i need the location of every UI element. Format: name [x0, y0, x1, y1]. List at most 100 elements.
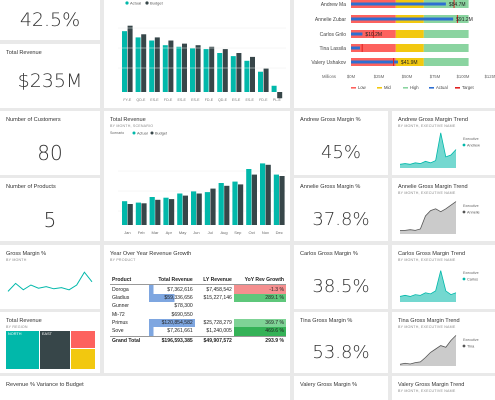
tina-gm-kpi-tile[interactable]: Tina Gross Margin % 53.8%: [294, 312, 388, 373]
product-cell: Doroga: [112, 286, 129, 293]
customers-kpi-value: 80: [37, 141, 63, 165]
total-revenue-kpi-tile[interactable]: Total Revenue $235M: [0, 44, 100, 108]
andrew-gm-kpi-tile[interactable]: Andrew Gross Margin % 45%: [294, 111, 388, 175]
trend-legend-dot: [462, 210, 466, 214]
actual-bar: [163, 197, 169, 225]
bullet-person-name: Valery Ushakov: [311, 60, 346, 66]
revenue-treemap-tile[interactable]: Total Revenue BY REGION NORTH EAST: [0, 312, 100, 373]
trend-line: [399, 132, 457, 165]
budget-bar: [141, 34, 147, 92]
table-row[interactable]: Sove $7,261,661 $1,240,005 469.6 %: [110, 327, 286, 337]
range-mid: [395, 58, 424, 66]
table-row[interactable]: Mi-72 $690,550: [110, 311, 286, 319]
yoy-growth-table: Product Total Revenue LY Revenue YoY Rev Gr…: [110, 276, 286, 345]
bullet-value-label: $84.7M: [449, 2, 466, 8]
andrew-gm-kpi-title: Andrew Gross Margin %: [300, 117, 361, 123]
legend-label: Mid: [384, 85, 391, 90]
carlos-gm-kpi-value: 38.5%: [312, 276, 370, 297]
product-cell: Gunner: [112, 303, 129, 310]
table-row[interactable]: Gladius $59,336,656 $15,227,146 289.1 %: [110, 293, 286, 303]
valery-gm-kpi-title: Valery Gross Margin %: [300, 382, 358, 388]
total-revenue-kpi-value: $235M: [17, 70, 83, 92]
andrew-gm-kpi-value: 45%: [320, 142, 361, 163]
trend-area: [400, 335, 456, 366]
actual-bar: [218, 183, 224, 225]
yoy-growth-cell: [234, 311, 286, 319]
trend-legend-name: Annelie: [467, 211, 480, 215]
trend-area: [400, 270, 456, 302]
range-mid: [395, 44, 424, 52]
table-row[interactable]: Doroga $7,362,616 $7,458,542 -1.3 %: [110, 284, 286, 294]
andrew-trend-chart: Executive Andrew: [399, 132, 480, 168]
annelie-trend-tile[interactable]: Annelie Gross Margin Trend BY MONTH, EXE…: [392, 178, 495, 241]
customers-kpi-tile[interactable]: Number of Customers 80: [0, 111, 100, 175]
annelie-gm-kpi-tile[interactable]: Annelie Gross Margin % 37.8%: [294, 178, 388, 241]
actual-bar: [230, 56, 236, 92]
gross-margin-kpi-tile[interactable]: 42.5%: [0, 0, 100, 40]
x-tick-label: ES-E: [191, 98, 200, 102]
trend-legend-title: Executive: [463, 204, 479, 208]
valery-trend-title: Valery Gross Margin Trend: [398, 382, 465, 388]
total-revenue-cell: $59,336,656: [148, 293, 195, 303]
andrew-trend-tile[interactable]: Andrew Gross Margin Trend BY MONTH, EXEC…: [392, 111, 495, 175]
actual-bar: [177, 193, 183, 225]
ly-revenue-cell: [195, 311, 234, 319]
revenue-by-month-tile[interactable]: Total Revenue BY MONTH, SCENARIO Scenari…: [104, 111, 290, 241]
trend-line: [399, 270, 457, 297]
annelie-trend-chart: Executive Annelie: [400, 201, 480, 234]
carlos-trend-tile[interactable]: Carlos Gross Margin Trend BY MONTH, EXEC…: [392, 245, 495, 309]
top-column-chart-tile[interactable]: Actual Budget FY-E QD-E ES-E FD-E ES-E ES-E FD-E…: [104, 0, 290, 108]
variance-tile[interactable]: Revenue % Variance to Budget: [0, 376, 290, 400]
gm-trend-subtitle: BY MONTH: [6, 258, 27, 262]
budget-bar: [196, 193, 202, 225]
x-tick-label: ES-E: [246, 98, 255, 102]
range-mid: [395, 30, 424, 38]
range-high: [423, 58, 469, 66]
actual-bar: [351, 46, 360, 50]
budget-bar: [169, 199, 175, 225]
x-tick-label: QD-E: [218, 98, 228, 102]
legend-budget-label: Budget: [155, 132, 168, 136]
actual-bar: [162, 45, 168, 92]
trend-legend-dot: [462, 344, 466, 348]
treemap-east-label: EAST: [42, 332, 52, 336]
x-tick-label: ES-E: [178, 98, 187, 102]
products-kpi-tile[interactable]: Number of Products 5: [0, 178, 100, 241]
actual-bar: [122, 31, 127, 92]
gross-margin-line: [7, 271, 93, 292]
tina-trend-tile[interactable]: Tina Gross Margin Trend BY MONTH, EXECUT…: [392, 312, 495, 373]
valery-gm-kpi-tile[interactable]: Valery Gross Margin %: [294, 376, 388, 400]
valery-trend-tile[interactable]: Valery Gross Margin Trend BY MONTH, EXEC…: [392, 376, 495, 400]
gross-margin-trend-tile[interactable]: Gross Margin % BY MONTH: [0, 245, 100, 309]
table-row[interactable]: Gunner $78,300: [110, 302, 286, 310]
grand-total-label: Grand Total: [110, 335, 149, 345]
treemap-region-4[interactable]: [71, 349, 95, 369]
actual-bar: [190, 48, 195, 92]
yoy-growth-tile[interactable]: Year Over Year Revenue Growth BY PRODUCT…: [104, 245, 290, 373]
ly-revenue-cell: [195, 302, 234, 310]
treemap-region-3[interactable]: [71, 331, 95, 348]
trend-legend-title: Executive: [463, 338, 479, 342]
budget-bar: [279, 176, 285, 225]
actual-bar: [351, 17, 454, 21]
carlos-trend-title: Carlos Gross Margin Trend: [398, 251, 466, 257]
treemap-north-region[interactable]: NORTH: [6, 331, 39, 369]
column-header: LY Revenue: [194, 276, 234, 286]
legend-actual-label: Actual: [137, 132, 148, 136]
revenue-chart-subtitle: BY MONTH, SCENARIO: [110, 124, 154, 128]
actual-bar: [135, 202, 141, 225]
carlos-gm-kpi-tile[interactable]: Carlos Gross Margin % 38.5%: [294, 245, 388, 309]
legend-actual-dot: [125, 1, 129, 5]
x-tick-label: Feb: [138, 230, 146, 235]
table-row[interactable]: Primus $120,854,582 $25,728,279 369.7 %: [110, 318, 286, 328]
trend-legend-name: Andrew: [467, 144, 480, 148]
bullet-value-label: $10.2M: [365, 32, 382, 38]
treemap-east-region[interactable]: EAST: [40, 331, 70, 369]
carlos-trend-subtitle: BY MONTH, EXECUTIVE NAME: [398, 258, 456, 262]
actual-bar: [258, 71, 263, 92]
treemap-north-label: NORTH: [8, 332, 22, 336]
actual-bar: [351, 2, 446, 6]
bullet-chart-tile[interactable]: Andrew Ma $84.7M Annelie Zubar $91.2M Carlos…: [294, 0, 495, 108]
range-high: [423, 0, 469, 8]
actual-bar: [246, 169, 252, 225]
